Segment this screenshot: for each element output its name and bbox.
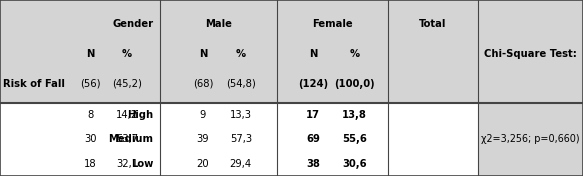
Text: 17: 17 [306, 110, 320, 120]
Text: 55,6: 55,6 [342, 134, 367, 144]
Text: Gender: Gender [112, 19, 153, 29]
Text: 29,4: 29,4 [230, 159, 252, 169]
Text: N: N [309, 49, 317, 59]
Text: Male: Male [205, 19, 232, 29]
Text: 53,7: 53,7 [116, 134, 138, 144]
Text: 9: 9 [200, 110, 206, 120]
Text: Medium: Medium [108, 134, 153, 144]
Text: χ2=3,256; p=0,660): χ2=3,256; p=0,660) [481, 134, 580, 144]
Text: Chi-Square Test:: Chi-Square Test: [484, 49, 577, 59]
Text: %: % [122, 49, 132, 59]
Text: (124): (124) [298, 79, 328, 89]
Bar [0, 0, 583, 103]
Text: 8: 8 [87, 110, 93, 120]
Text: 30,6: 30,6 [342, 159, 367, 169]
Text: Low: Low [131, 159, 153, 169]
Text: Female: Female [312, 19, 353, 29]
Text: (100,0): (100,0) [334, 79, 375, 89]
Text: 57,3: 57,3 [230, 134, 252, 144]
Text: (56): (56) [80, 79, 101, 89]
Text: N: N [199, 49, 207, 59]
Text: %: % [236, 49, 246, 59]
Text: 30: 30 [84, 134, 97, 144]
Text: High: High [127, 110, 153, 120]
Text: (54,8): (54,8) [226, 79, 256, 89]
Text: Risk of Fall: Risk of Fall [3, 79, 65, 89]
Text: 39: 39 [196, 134, 209, 144]
Text: %: % [349, 49, 360, 59]
Bar [478, 103, 583, 176]
Text: 13,8: 13,8 [342, 110, 367, 120]
Bar [0, 103, 583, 176]
Text: N: N [86, 49, 94, 59]
Text: 32,1: 32,1 [116, 159, 138, 169]
Text: 69: 69 [306, 134, 320, 144]
Text: 38: 38 [306, 159, 320, 169]
Text: 18: 18 [84, 159, 97, 169]
Text: 14,2: 14,2 [116, 110, 138, 120]
Text: Total: Total [419, 19, 447, 29]
Bar [478, 0, 583, 103]
Text: (68): (68) [193, 79, 213, 89]
Text: (45,2): (45,2) [112, 79, 142, 89]
Text: 13,3: 13,3 [230, 110, 252, 120]
Text: 20: 20 [196, 159, 209, 169]
